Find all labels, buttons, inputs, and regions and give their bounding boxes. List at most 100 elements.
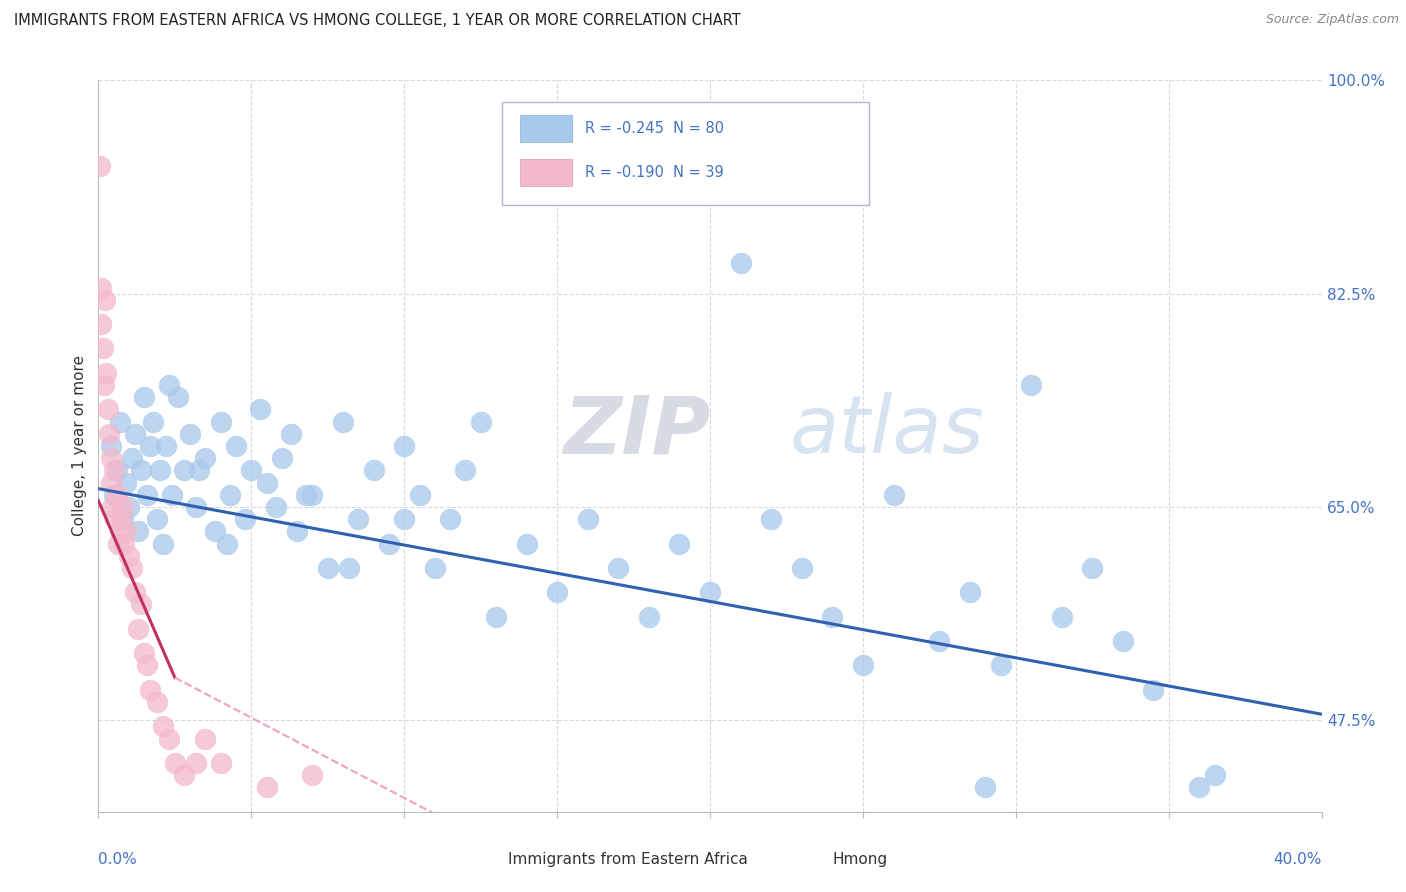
- Point: [173, 463, 195, 477]
- Point: [134, 646, 156, 660]
- Point: [179, 426, 201, 441]
- Point: [1112, 634, 1135, 648]
- Point: [454, 463, 477, 477]
- Point: [1081, 561, 1104, 575]
- Point: [121, 561, 143, 575]
- Text: IMMIGRANTS FROM EASTERN AFRICA VS HMONG COLLEGE, 1 YEAR OR MORE CORRELATION CHAR: IMMIGRANTS FROM EASTERN AFRICA VS HMONG …: [14, 13, 741, 29]
- Point: [194, 731, 217, 746]
- FancyBboxPatch shape: [520, 115, 572, 143]
- Point: [883, 488, 905, 502]
- Point: [163, 756, 186, 770]
- Point: [105, 488, 128, 502]
- Point: [204, 524, 226, 539]
- Point: [108, 524, 131, 539]
- Point: [100, 475, 122, 490]
- Point: [576, 512, 599, 526]
- FancyBboxPatch shape: [520, 159, 572, 186]
- Point: [186, 500, 208, 514]
- Text: ZIP: ZIP: [564, 392, 710, 470]
- Point: [94, 366, 117, 380]
- Point: [285, 524, 308, 539]
- FancyBboxPatch shape: [790, 848, 824, 871]
- Point: [118, 500, 141, 514]
- Point: [103, 463, 125, 477]
- Point: [104, 512, 127, 526]
- Point: [1050, 609, 1073, 624]
- Point: [93, 378, 115, 392]
- Point: [249, 402, 271, 417]
- Point: [225, 439, 247, 453]
- Point: [134, 390, 156, 404]
- Point: [408, 488, 430, 502]
- Point: [145, 695, 167, 709]
- Text: R = -0.245  N = 80: R = -0.245 N = 80: [585, 121, 724, 136]
- Point: [121, 451, 143, 466]
- Point: [142, 415, 165, 429]
- Point: [607, 561, 630, 575]
- Point: [186, 756, 208, 770]
- Point: [295, 488, 318, 502]
- Point: [152, 536, 174, 550]
- Point: [167, 390, 190, 404]
- Point: [112, 536, 135, 550]
- Point: [392, 512, 416, 526]
- Point: [91, 342, 114, 356]
- Point: [160, 488, 183, 502]
- Point: [157, 378, 180, 392]
- Y-axis label: College, 1 year or more: College, 1 year or more: [72, 356, 87, 536]
- Point: [139, 439, 162, 453]
- Point: [761, 512, 783, 526]
- Point: [194, 451, 217, 466]
- Point: [118, 549, 141, 563]
- Point: [1142, 682, 1164, 697]
- Point: [129, 463, 152, 477]
- Point: [136, 488, 159, 502]
- Point: [103, 488, 125, 502]
- Point: [215, 536, 238, 550]
- Point: [90, 280, 112, 294]
- Point: [470, 415, 492, 429]
- Point: [516, 536, 538, 550]
- Point: [316, 561, 339, 575]
- Point: [301, 768, 323, 782]
- Point: [152, 719, 174, 733]
- FancyBboxPatch shape: [465, 848, 499, 871]
- Point: [668, 536, 690, 550]
- Point: [1204, 768, 1226, 782]
- Point: [821, 609, 844, 624]
- Point: [115, 475, 138, 490]
- Point: [139, 682, 162, 697]
- Point: [423, 561, 446, 575]
- Text: Source: ZipAtlas.com: Source: ZipAtlas.com: [1265, 13, 1399, 27]
- Point: [111, 512, 134, 526]
- Text: atlas: atlas: [790, 392, 984, 470]
- Point: [280, 426, 302, 441]
- Point: [974, 780, 997, 795]
- Point: [264, 500, 287, 514]
- Point: [115, 524, 138, 539]
- Point: [136, 658, 159, 673]
- Point: [209, 756, 232, 770]
- Point: [173, 768, 195, 782]
- Point: [233, 512, 256, 526]
- Point: [959, 585, 981, 599]
- Point: [209, 415, 232, 429]
- Point: [93, 293, 115, 307]
- Point: [485, 609, 508, 624]
- Point: [1188, 780, 1211, 795]
- Point: [149, 463, 172, 477]
- Point: [256, 780, 278, 795]
- Point: [439, 512, 461, 526]
- Text: Hmong: Hmong: [832, 852, 887, 867]
- Point: [97, 402, 120, 417]
- Point: [990, 658, 1012, 673]
- Point: [363, 463, 385, 477]
- Point: [129, 598, 152, 612]
- Point: [124, 426, 146, 441]
- Point: [101, 500, 124, 514]
- Point: [107, 536, 129, 550]
- Point: [188, 463, 211, 477]
- Point: [127, 622, 149, 636]
- Point: [378, 536, 401, 550]
- Point: [337, 561, 360, 575]
